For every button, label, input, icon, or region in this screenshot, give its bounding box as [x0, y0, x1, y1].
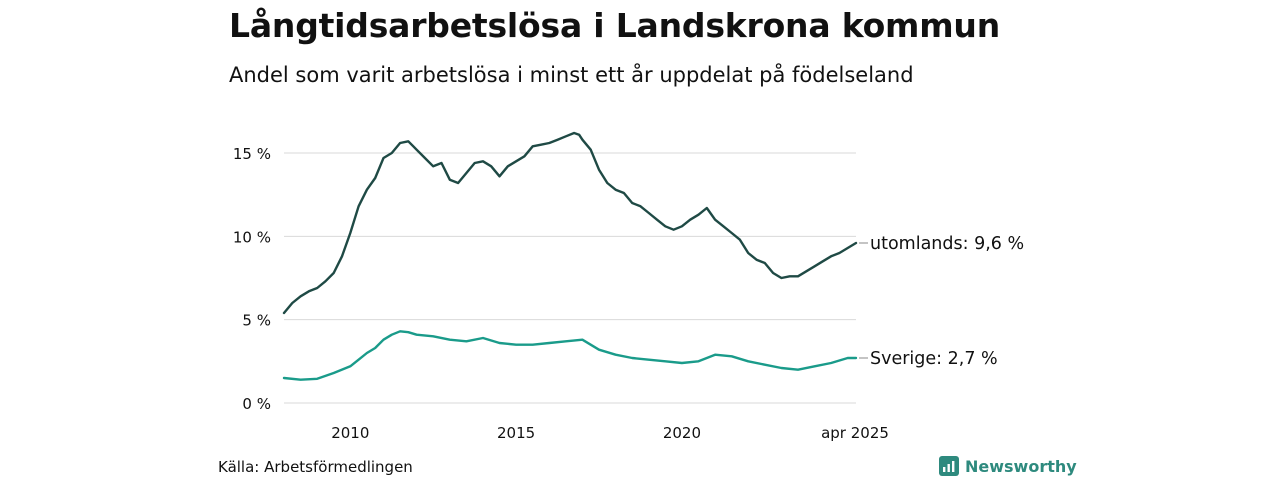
y-tick-label: 0 %	[242, 395, 271, 413]
series-label-utomlands: utomlands: 9,6 %	[870, 234, 1024, 254]
brand-logo: Newsworthy	[939, 456, 1077, 476]
x-tick-label: 2020	[663, 424, 701, 442]
brand-name: Newsworthy	[965, 456, 1077, 476]
y-tick-label: 15 %	[233, 145, 271, 163]
x-tick-label: 2010	[331, 424, 369, 442]
line-chart: 0 % 5 % 10 % 15 % 2010 2015 2020 apr 2025 utoml…	[233, 131, 1024, 442]
chart-title: Långtidsarbetslösa i Landskrona kommun	[229, 6, 1000, 45]
y-tick-label: 5 %	[242, 312, 271, 330]
x-tick-label: 2015	[497, 424, 535, 442]
source-note: Källa: Arbetsförmedlingen	[218, 458, 413, 476]
series-label-sverige: Sverige: 2,7 %	[870, 349, 998, 369]
y-tick-label: 10 %	[233, 228, 271, 246]
chart-subtitle: Andel som varit arbetslösa i minst ett å…	[229, 63, 914, 87]
newsworthy-icon	[939, 456, 959, 476]
series-line-sverige	[282, 330, 858, 381]
x-tick-label: apr 2025	[821, 424, 889, 442]
series-line-utomlands	[282, 131, 858, 315]
